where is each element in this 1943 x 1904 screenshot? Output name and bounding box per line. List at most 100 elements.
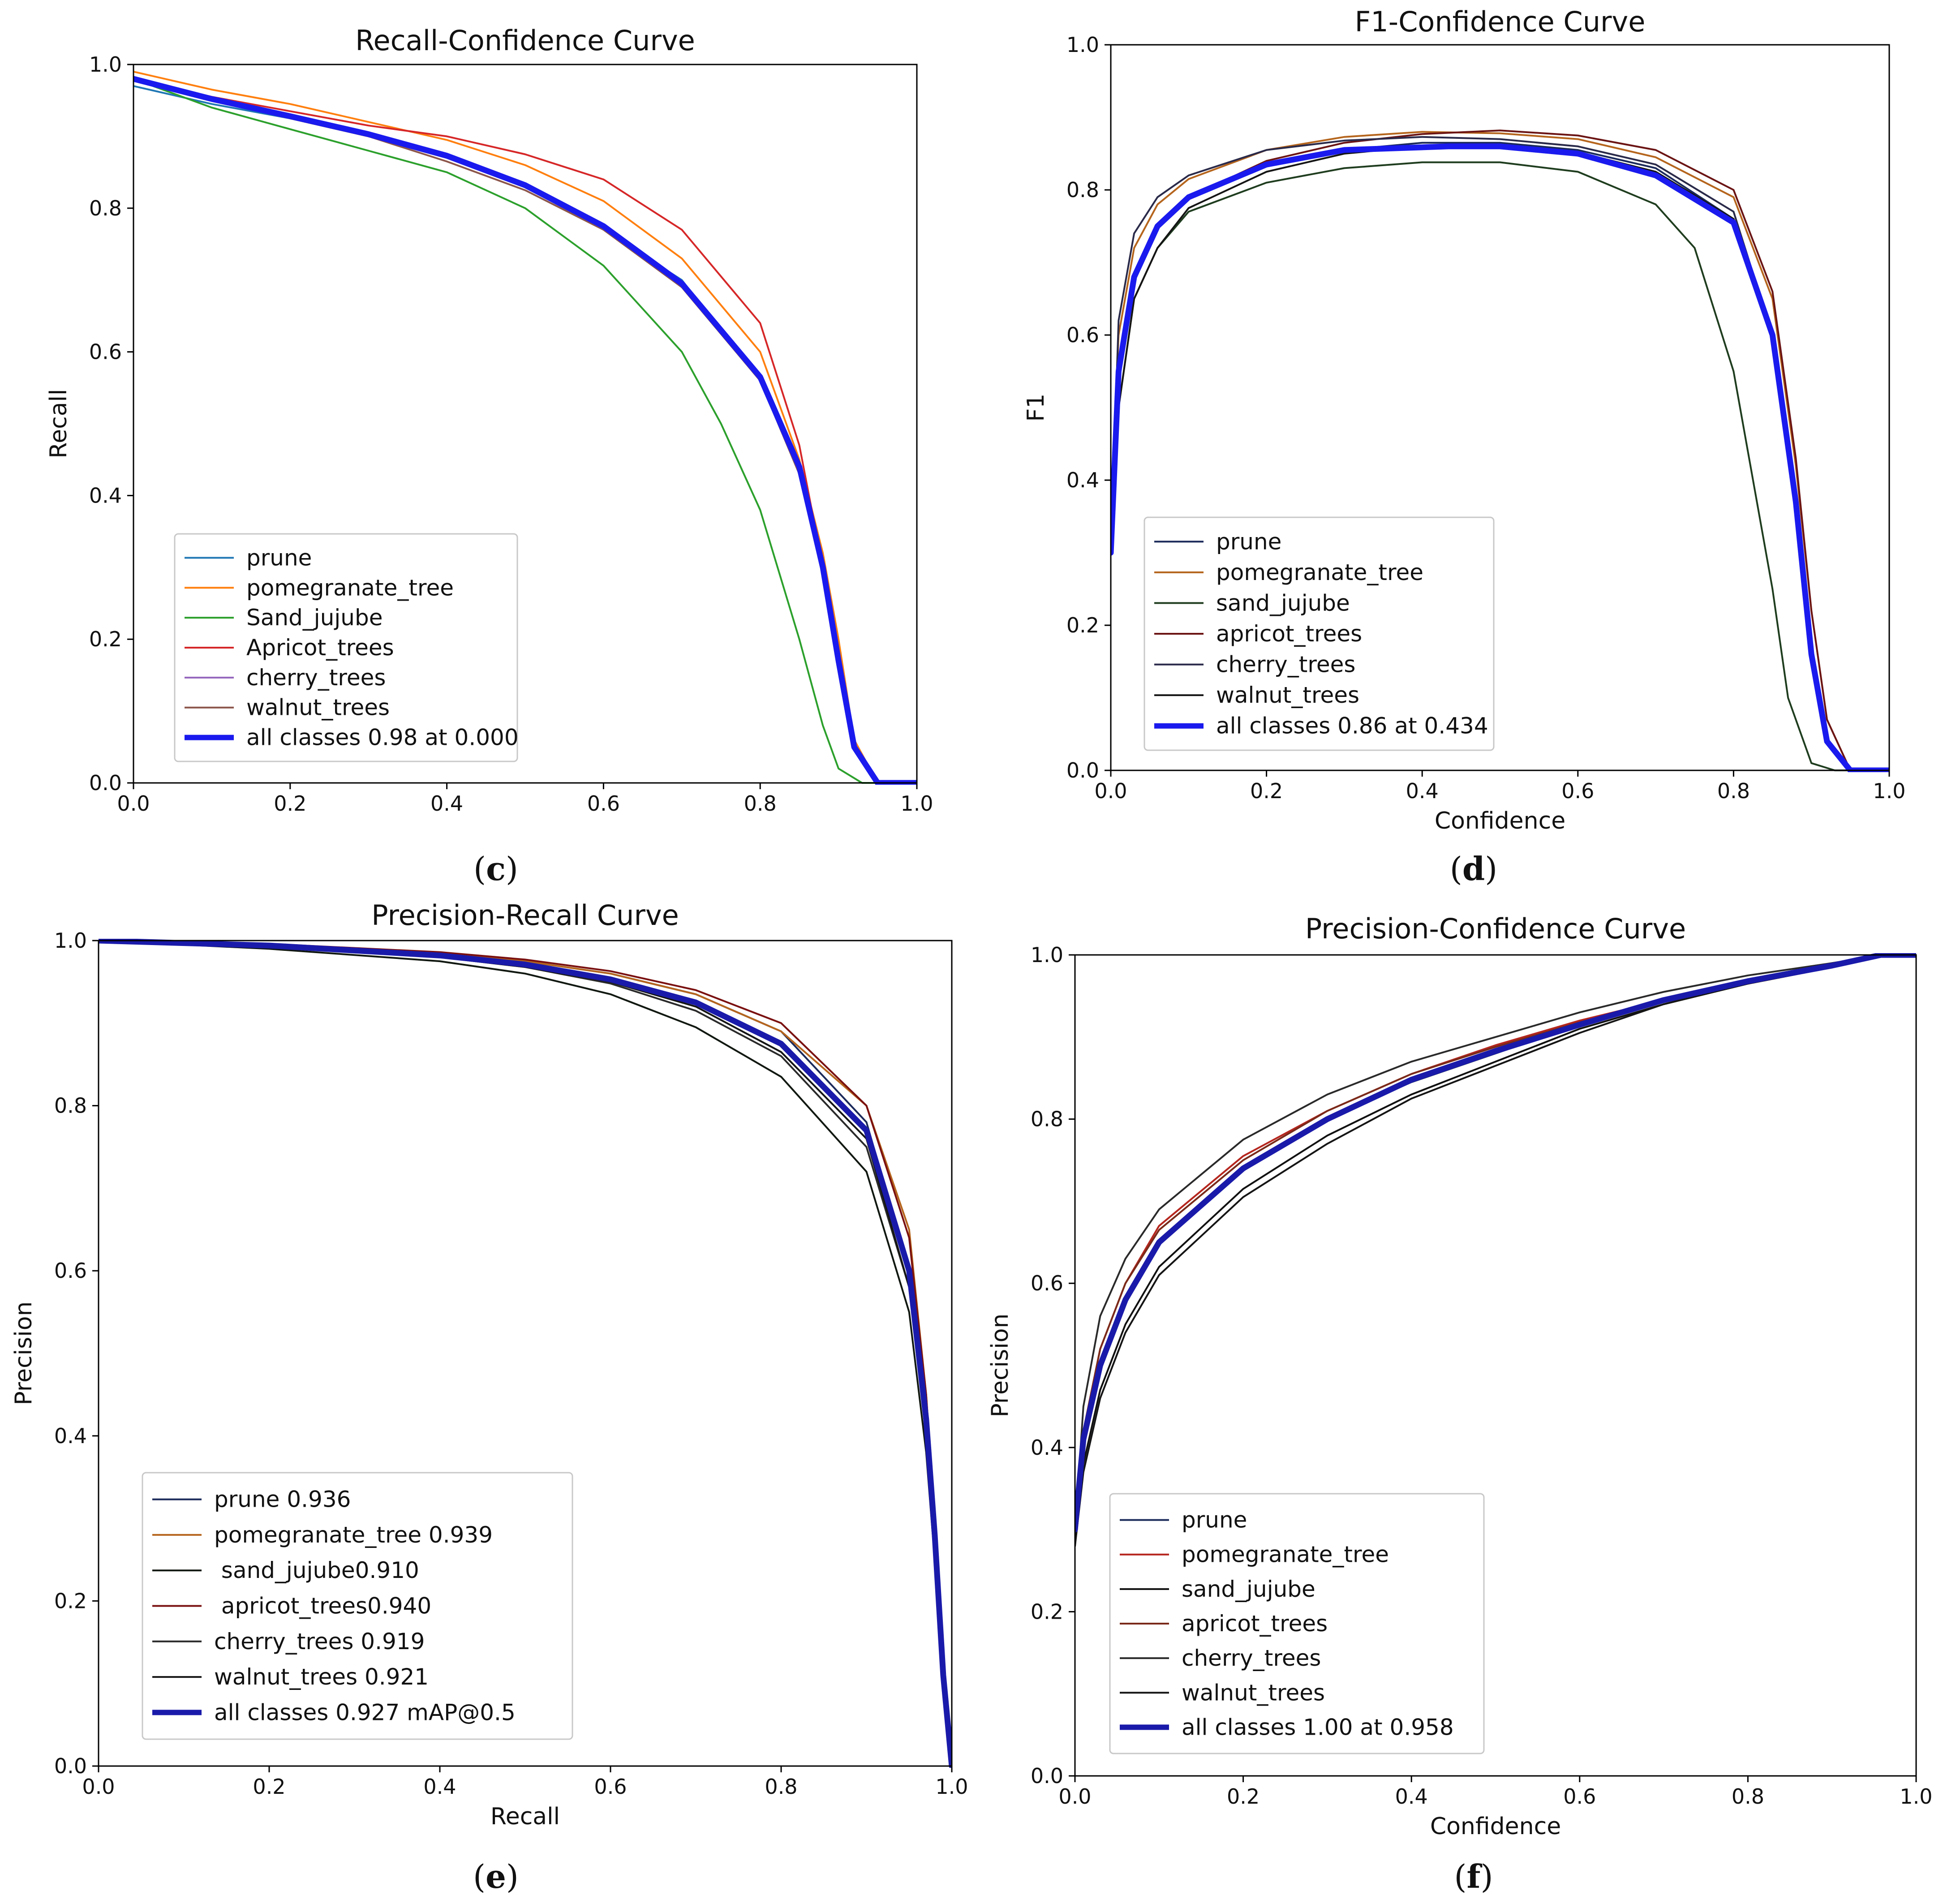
legend: prune pomegranate_tree sand_jujube apricot_… xyxy=(1109,1493,1485,1754)
y-tick-label: 0.4 xyxy=(89,483,122,507)
legend-label: prune xyxy=(246,545,312,571)
panel-caption: (d) xyxy=(1450,850,1498,888)
series-lines xyxy=(1111,129,1889,772)
legend-box xyxy=(142,1472,573,1740)
y-tick-label: 0.2 xyxy=(54,1589,87,1613)
x-tick-label: 1.0 xyxy=(900,791,933,816)
y-tick-label: 0.2 xyxy=(1031,1599,1063,1624)
legend-label: apricot_trees0.940 xyxy=(214,1593,431,1619)
panel-caption: (f) xyxy=(1454,1857,1493,1895)
legend-label: walnut_trees xyxy=(1182,1680,1325,1706)
legend-label: cherry_trees xyxy=(246,665,386,691)
legend-label: pomegranate_tree 0.939 xyxy=(214,1522,493,1548)
x-axis-label: Recall xyxy=(490,1803,560,1830)
y-tick-label: 0.6 xyxy=(89,340,122,364)
chart-panel-d: F1-Confidence Curve 0.0 0.2 0.4 0.6 0.8 1.0 0.0… xyxy=(1023,5,1906,888)
legend-label: apricot_trees xyxy=(1216,621,1362,647)
legend-label: prune 0.936 xyxy=(214,1487,351,1513)
y-tick-label: 0.4 xyxy=(54,1424,87,1448)
x-tick-label: 0.4 xyxy=(423,1775,456,1799)
y-tick-label: 1.0 xyxy=(1066,33,1099,57)
x-axis-label: Confidence xyxy=(1430,1813,1561,1840)
legend-label: Apricot_trees xyxy=(246,635,394,661)
chart-title: Precision-Recall Curve xyxy=(371,899,679,932)
legend-label: all classes 0.86 at 0.434 xyxy=(1216,713,1488,739)
x-tick-label: 0.6 xyxy=(1563,1784,1596,1809)
x-tick-label: 0.2 xyxy=(1227,1784,1260,1809)
series-line-4 xyxy=(1075,954,1916,1531)
x-tick-label: 1.0 xyxy=(1900,1784,1932,1809)
plot-frame xyxy=(1074,954,1917,1777)
legend-label: apricot_trees xyxy=(1182,1611,1328,1637)
x-tick-label: 0.8 xyxy=(744,791,777,816)
y-tick-label: 0.8 xyxy=(54,1094,87,1118)
legend-box xyxy=(1109,1493,1485,1754)
y-tick-label: 0.8 xyxy=(1031,1107,1063,1131)
legend-box xyxy=(1143,516,1495,751)
legend-box xyxy=(174,533,518,762)
series-lines xyxy=(1075,953,1916,1547)
y-tick-label: 0.2 xyxy=(89,627,122,651)
series-line-6 xyxy=(1075,953,1916,1533)
plot-frame xyxy=(1110,44,1890,771)
legend-label: walnut_trees xyxy=(246,695,390,721)
x-tick-label: 0.4 xyxy=(1406,779,1439,803)
y-axis-label: Precision xyxy=(10,1301,37,1405)
x-tick-label: 0.8 xyxy=(1717,779,1750,803)
series-line-6 xyxy=(133,76,917,785)
x-tick-label: 0.6 xyxy=(1561,779,1594,803)
y-tick-label: 0.6 xyxy=(54,1259,87,1283)
y-tick-label: 0.8 xyxy=(1066,178,1099,202)
x-tick-label: 0.6 xyxy=(587,791,620,816)
legend: prune pomegranate_tree sand_jujube apricot_… xyxy=(1143,516,1495,751)
y-tick-label: 1.0 xyxy=(89,52,122,77)
x-tick-label: 0.0 xyxy=(1094,779,1127,803)
legend-label: prune xyxy=(1182,1507,1247,1533)
x-tick-label: 0.0 xyxy=(1058,1784,1091,1809)
legend-label: pomegranate_tree xyxy=(246,575,454,601)
x-tick-label: 0.8 xyxy=(1732,1784,1764,1809)
x-tick-label: 0.0 xyxy=(117,791,150,816)
panel-caption: (e) xyxy=(473,1857,519,1895)
legend-label: all classes 1.00 at 0.958 xyxy=(1182,1714,1454,1740)
panel-caption: (c) xyxy=(473,850,518,888)
y-tick-label: 0.0 xyxy=(1031,1764,1063,1788)
chart-title: F1-Confidence Curve xyxy=(1355,5,1646,38)
legend: prune pomegranate_tree Sand_jujube Apricot_… xyxy=(174,533,519,762)
series-lines xyxy=(99,939,952,1768)
series-line-6 xyxy=(1111,143,1889,772)
chart-panel-e: Precision-Recall Curve 0.0 0.2 0.4 0.6 0.8 1.0… xyxy=(10,899,968,1895)
legend-label: cherry_trees 0.919 xyxy=(214,1629,425,1655)
plot-frame xyxy=(133,64,918,784)
legend-label: all classes 0.98 at 0.000 xyxy=(246,725,519,751)
y-tick-label: 1.0 xyxy=(54,928,87,953)
legend-label: sand_jujube xyxy=(1182,1576,1315,1602)
y-axis-label: F1 xyxy=(1023,394,1049,422)
legend-label: all classes 0.927 mAP@0.5 xyxy=(214,1699,516,1725)
x-tick-label: 0.4 xyxy=(1395,1784,1428,1809)
chart-title: Precision-Confidence Curve xyxy=(1305,912,1686,945)
y-tick-label: 0.4 xyxy=(1066,468,1099,492)
legend-label: cherry_trees xyxy=(1182,1645,1321,1671)
x-axis-label: Confidence xyxy=(1435,808,1565,834)
y-tick-label: 0.4 xyxy=(1031,1436,1063,1460)
series-lines xyxy=(133,71,917,785)
legend-label: walnut_trees 0.921 xyxy=(214,1664,429,1690)
x-tick-label: 0.6 xyxy=(594,1775,627,1799)
x-tick-label: 0.2 xyxy=(253,1775,285,1799)
y-tick-label: 0.0 xyxy=(1066,758,1099,782)
legend-label: walnut_trees xyxy=(1216,682,1359,708)
chart-title: Recall-Confidence Curve xyxy=(355,24,695,57)
series-line-2 xyxy=(133,78,917,784)
legend-label: prune xyxy=(1216,529,1281,554)
legend-label: sand_jujube0.910 xyxy=(214,1557,419,1583)
legend: prune 0.936 pomegranate_tree 0.939 sand_j… xyxy=(142,1472,573,1740)
y-axis-label: Recall xyxy=(45,389,72,458)
chart-panel-f: Precision-Confidence Curve 0.0 0.2 0.4 0.6 0.… xyxy=(987,912,1933,1895)
x-tick-label: 0.8 xyxy=(765,1775,797,1799)
x-tick-label: 1.0 xyxy=(1873,779,1905,803)
legend-label: cherry_trees xyxy=(1216,652,1355,678)
y-tick-label: 0.0 xyxy=(89,771,122,795)
y-tick-label: 1.0 xyxy=(1031,943,1063,967)
